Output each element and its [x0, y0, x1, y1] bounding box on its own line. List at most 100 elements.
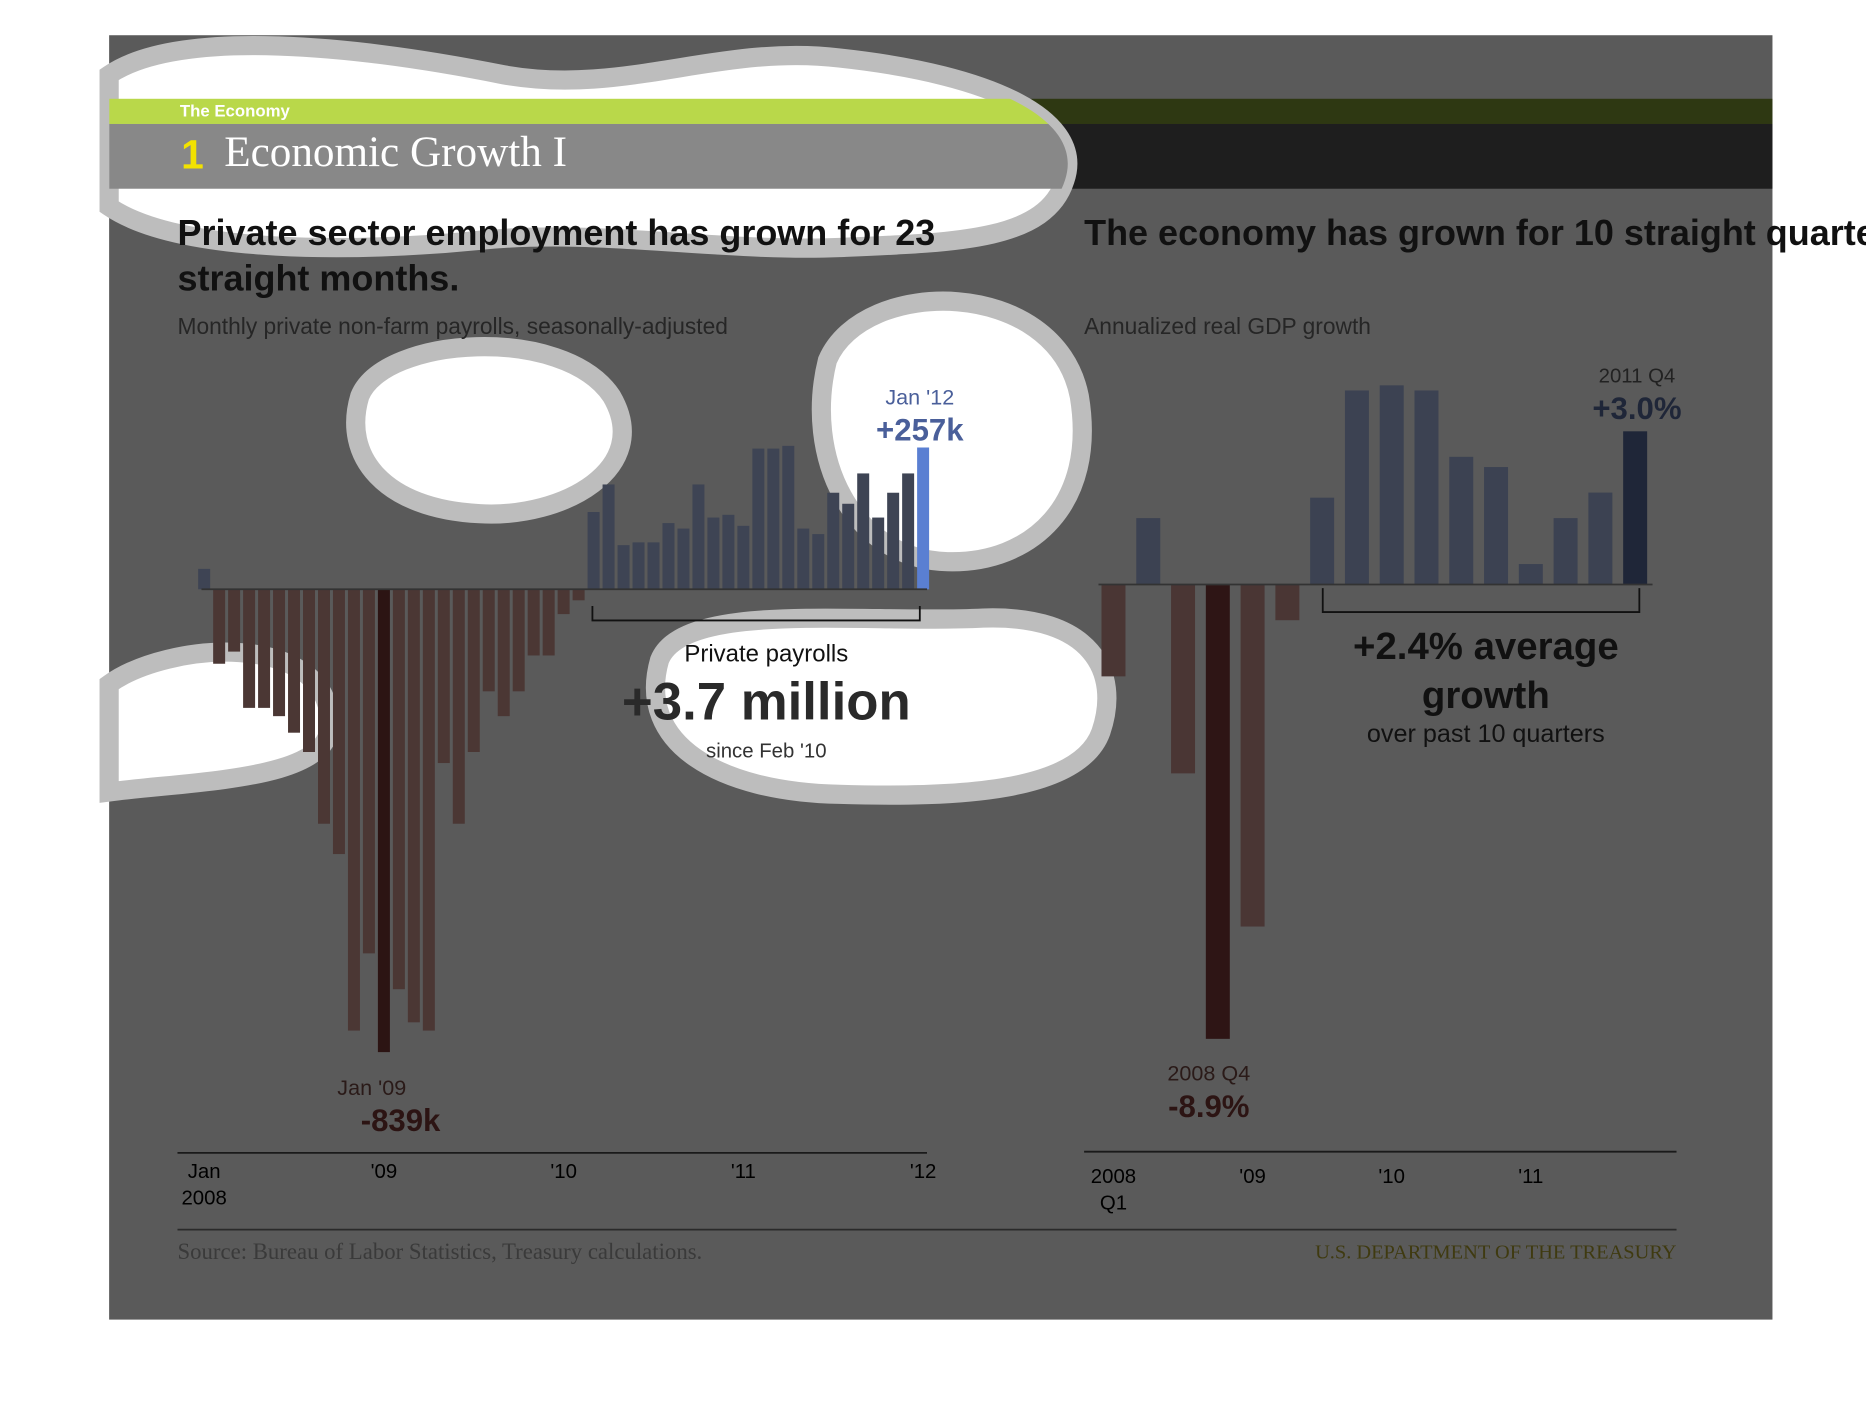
spotlight — [811, 291, 1092, 572]
spotlight — [346, 337, 632, 524]
annotation: Jan '09 — [337, 1075, 406, 1100]
bar — [1518, 564, 1543, 585]
bar — [317, 589, 330, 824]
bar — [782, 445, 795, 590]
spotlights — [99, 46, 1117, 805]
bar — [812, 534, 825, 590]
bar — [887, 492, 900, 590]
x-tick-label-box: 2008 Q1 — [1090, 1164, 1137, 1215]
bar — [722, 514, 735, 590]
bar — [767, 448, 780, 590]
x-tick-label: '11 — [730, 1160, 756, 1183]
bar — [587, 512, 600, 590]
bar — [437, 589, 450, 764]
x-tick-label-box: '12 — [909, 1160, 937, 1183]
bar — [572, 589, 585, 601]
bar — [707, 517, 720, 590]
x-tick-label: '11 — [1518, 1164, 1544, 1188]
bar — [557, 589, 570, 615]
bar — [617, 545, 630, 590]
bar — [677, 528, 690, 590]
bracket — [591, 606, 921, 622]
section-number: 1 — [181, 131, 204, 177]
section-label: The Economy — [180, 101, 291, 120]
annotation: Private payrolls — [684, 641, 848, 668]
annotation: 2011 Q4 — [1599, 365, 1676, 387]
bar — [258, 589, 271, 708]
spotlight — [645, 608, 1117, 805]
x-tick-label-box: '11 — [1518, 1164, 1544, 1188]
value-label: +257k — [876, 412, 964, 447]
x-tick-label: '09 — [370, 1160, 398, 1183]
bar — [632, 542, 645, 590]
bar — [1449, 456, 1474, 585]
annotation: Jan '12 — [885, 384, 954, 409]
bar — [377, 589, 390, 1053]
x-tick-label-box: '09 — [1239, 1164, 1266, 1188]
chart-title-box: Private sector employment has grown for … — [177, 213, 936, 300]
annotation: +2.4% average growth — [1353, 624, 1619, 717]
bar — [1101, 584, 1126, 677]
bracket — [1321, 588, 1641, 613]
bar — [917, 447, 930, 590]
x-tick-label-box: '10 — [1378, 1165, 1405, 1188]
bar — [1344, 390, 1369, 585]
x-tick-label-box: Jan 2008 — [181, 1160, 227, 1210]
bar — [467, 589, 480, 753]
value-label: -839k — [361, 1103, 441, 1138]
page-title: Economic Growth I — [224, 129, 567, 176]
chart-title: The economy has grown for 10 straight qu… — [1084, 213, 1866, 254]
x-tick-label: '12 — [909, 1160, 937, 1183]
bar — [1275, 584, 1300, 621]
bar — [1414, 390, 1439, 585]
x-tick-label-box: '09 — [370, 1160, 398, 1183]
annotation: +3.7 million — [622, 673, 911, 732]
chart-subtitle: Monthly private non-farm payrolls, seaso… — [177, 313, 727, 339]
chart-subtitle: Annualized real GDP growth — [1084, 313, 1371, 339]
bar — [527, 589, 540, 656]
bar — [407, 589, 420, 1023]
annotation: over past 10 quarters — [1367, 720, 1605, 748]
bar — [1205, 584, 1230, 1039]
bar — [1171, 584, 1196, 774]
bar — [872, 517, 885, 590]
bar — [752, 448, 765, 590]
bar — [902, 473, 915, 590]
bar — [662, 523, 675, 590]
bar — [827, 492, 840, 590]
x-tick-label-box: '11 — [730, 1160, 756, 1183]
chart-title: Private sector employment has grown for … — [177, 213, 936, 300]
annotation: since Feb '10 — [706, 741, 827, 763]
bar — [1310, 497, 1335, 585]
agency: U.S. DEPARTMENT OF THE TREASURY — [1315, 1241, 1677, 1263]
bar — [797, 528, 810, 590]
bar — [422, 589, 435, 1031]
bar — [497, 589, 510, 717]
source: Source: Bureau of Labor Statistics, Trea… — [177, 1239, 702, 1264]
value-label: -8.9% — [1168, 1089, 1249, 1124]
x-tick-label: Jan 2008 — [181, 1160, 227, 1210]
bar — [647, 542, 660, 590]
bar — [602, 484, 615, 590]
bar — [1623, 431, 1648, 585]
bar — [1484, 467, 1509, 585]
bar — [198, 568, 211, 590]
annotation-box: +2.4% average growth — [1353, 624, 1619, 717]
bar — [213, 589, 226, 664]
bar — [362, 589, 375, 954]
chart-title-box: The economy has grown for 10 straight qu… — [1084, 213, 1866, 254]
bar — [1240, 584, 1265, 927]
x-tick-label: 2008 Q1 — [1090, 1164, 1137, 1215]
bar — [332, 589, 345, 855]
bar — [273, 589, 286, 717]
bar — [1379, 385, 1404, 585]
x-tick-label: '10 — [550, 1160, 577, 1183]
x-tick-label: '09 — [1239, 1164, 1266, 1188]
bar — [512, 589, 525, 692]
bar — [452, 589, 465, 824]
bar — [228, 589, 241, 652]
bar — [857, 473, 870, 590]
bar — [1136, 518, 1161, 585]
section-band-lit — [109, 98, 1068, 124]
bar — [482, 589, 495, 692]
